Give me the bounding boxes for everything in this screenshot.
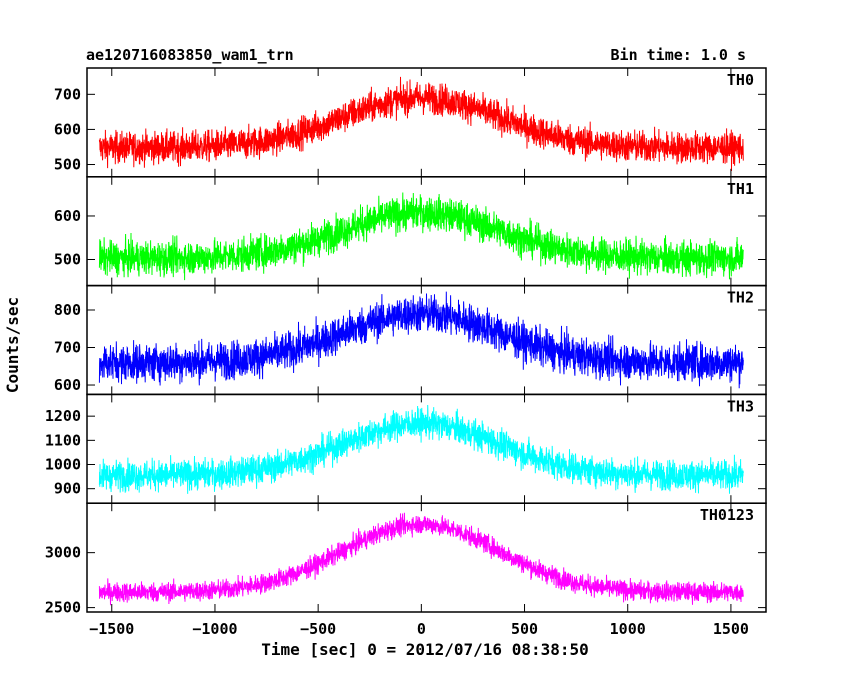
x-tick-label: 1000 [610,620,646,638]
series-line-th0123 [98,512,744,606]
y-tick-label: 700 [54,85,81,103]
y-tick-label: 1100 [45,431,81,449]
y-tick-label: 2500 [45,599,81,617]
y-tick-label: 600 [54,120,81,138]
series-label: TH1 [727,180,754,198]
series-line-th2 [98,291,744,389]
y-tick-label: 1200 [45,407,81,425]
series-line-th3 [98,404,744,494]
x-tick-label: 1500 [713,620,749,638]
series-label: TH0 [727,71,754,89]
x-tick-label: −500 [300,620,336,638]
series-line-th1 [98,192,744,281]
y-tick-label: 600 [54,376,81,394]
chart-subtitle: Bin time: 1.0 s [611,46,746,64]
panels: TH0 500 600 700 TH1 500 600 TH2 600 700 800 TH3 900 1… [45,67,767,638]
chart-title: ae120716083850_wam1_trn [86,46,294,64]
y-axis-label: Counts/sec [3,297,22,393]
x-tick-label: 500 [511,620,538,638]
x-tick-label: −1500 [89,620,134,638]
x-axis-label: Time [sec] 0 = 2012/07/16 08:38:50 [261,640,589,659]
y-tick-label: 500 [54,250,81,268]
series-label: TH2 [727,289,754,307]
y-tick-label: 1000 [45,456,81,474]
y-tick-label: 600 [54,207,81,225]
x-tick-label: 0 [417,620,426,638]
series-line-th0 [98,76,744,172]
y-tick-label: 800 [54,301,81,319]
series-label: TH3 [727,397,754,415]
panel-frame [86,67,767,178]
panel-frame [86,502,767,613]
y-tick-label: 3000 [45,544,81,562]
x-tick-label: −1000 [192,620,237,638]
series-label: TH0123 [700,506,754,524]
y-tick-label: 700 [54,339,81,357]
y-tick-label: 500 [54,156,81,174]
y-tick-label: 900 [54,480,81,498]
